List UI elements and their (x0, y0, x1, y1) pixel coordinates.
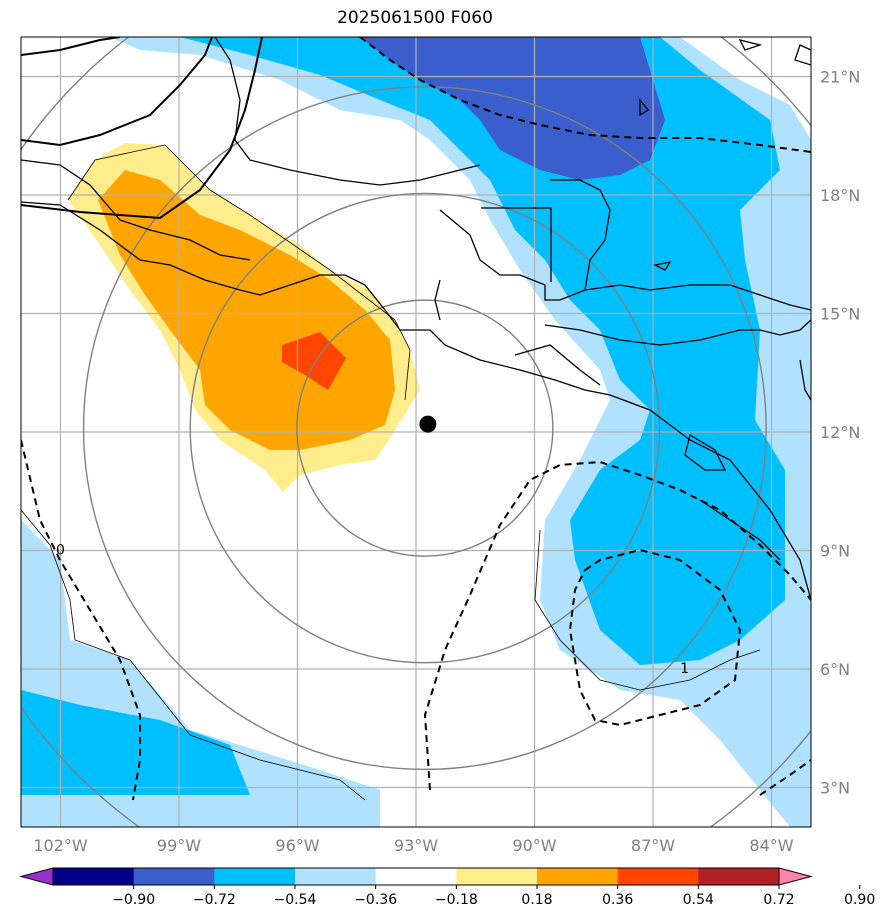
longitude-axis: 102°W 99°W 96°W 93°W 90°W 87°W 84°W (33, 836, 793, 855)
contour-labels: 01 (56, 542, 689, 677)
colorbar-segment (53, 868, 135, 885)
colorbar-tick-label: −0.18 (435, 892, 478, 908)
map-frame (20, 36, 812, 828)
longitude-tick-label: 99°W (157, 836, 201, 855)
longitude-tick-label: 87°W (631, 836, 675, 855)
thick-contours (21, 37, 263, 220)
range-ring (82, 86, 767, 771)
colorbar-tick-label: 0.36 (602, 892, 633, 908)
contour-label: 1 (680, 661, 689, 677)
latitude-tick-label: 12°N (820, 423, 860, 442)
latitude-tick-label: 6°N (820, 660, 850, 679)
latitude-tick-label: 9°N (820, 542, 850, 561)
latitude-axis: 3°N 6°N 9°N 12°N 15°N 18°N 21°N (820, 68, 860, 798)
colorbar-segment (375, 868, 457, 885)
thin-contours (21, 144, 761, 801)
graticule (21, 37, 811, 827)
colorbar-tick-label: −0.90 (112, 892, 155, 908)
colorbar-extend-min (19, 867, 54, 886)
latitude-tick-label: 18°N (820, 186, 860, 205)
range-ring (296, 299, 554, 557)
colorbar: −0.90 −0.72 −0.54 −0.36 −0.18 0.18 0.36 0.54 0.7… (19, 867, 875, 908)
dashed-contours (21, 37, 811, 801)
colorbar-tick-label: 0.18 (521, 892, 552, 908)
colorbar-segment (133, 868, 215, 885)
colorbar-segment (617, 868, 699, 885)
storm-center-marker (419, 415, 437, 433)
colorbar-tick-label: 0.90 (844, 892, 875, 908)
longitude-tick-label: 102°W (33, 836, 88, 855)
colorbar-tick-label: −0.36 (354, 892, 397, 908)
longitude-tick-label: 93°W (394, 836, 438, 855)
longitude-tick-label: 84°W (749, 836, 793, 855)
colorbar-tick-label: 0.72 (763, 892, 794, 908)
colorbar-tick-label: −0.72 (193, 892, 236, 908)
range-ring (189, 192, 661, 664)
colorbar-tick-label: −0.54 (274, 892, 317, 908)
colorbar-segment (456, 868, 538, 885)
longitude-tick-label: 90°W (512, 836, 556, 855)
colorbar-outline (52, 867, 780, 886)
colorbar-segment (295, 868, 377, 885)
latitude-tick-label: 21°N (820, 68, 860, 87)
latitude-tick-label: 3°N (820, 779, 850, 798)
colorbar-segment (537, 868, 619, 885)
contour-label: 0 (56, 542, 65, 558)
colorbar-segment (214, 868, 296, 885)
map-title: 2025061500 F060 (337, 8, 493, 28)
coastlines (21, 37, 811, 601)
colorbar-tick-label: 0.54 (683, 892, 714, 908)
colorbar-segment (698, 868, 780, 885)
latitude-tick-label: 15°N (820, 305, 860, 324)
colorbar-extend-max (778, 867, 813, 886)
longitude-tick-label: 96°W (275, 836, 319, 855)
negative-anomaly-fill (21, 37, 811, 827)
